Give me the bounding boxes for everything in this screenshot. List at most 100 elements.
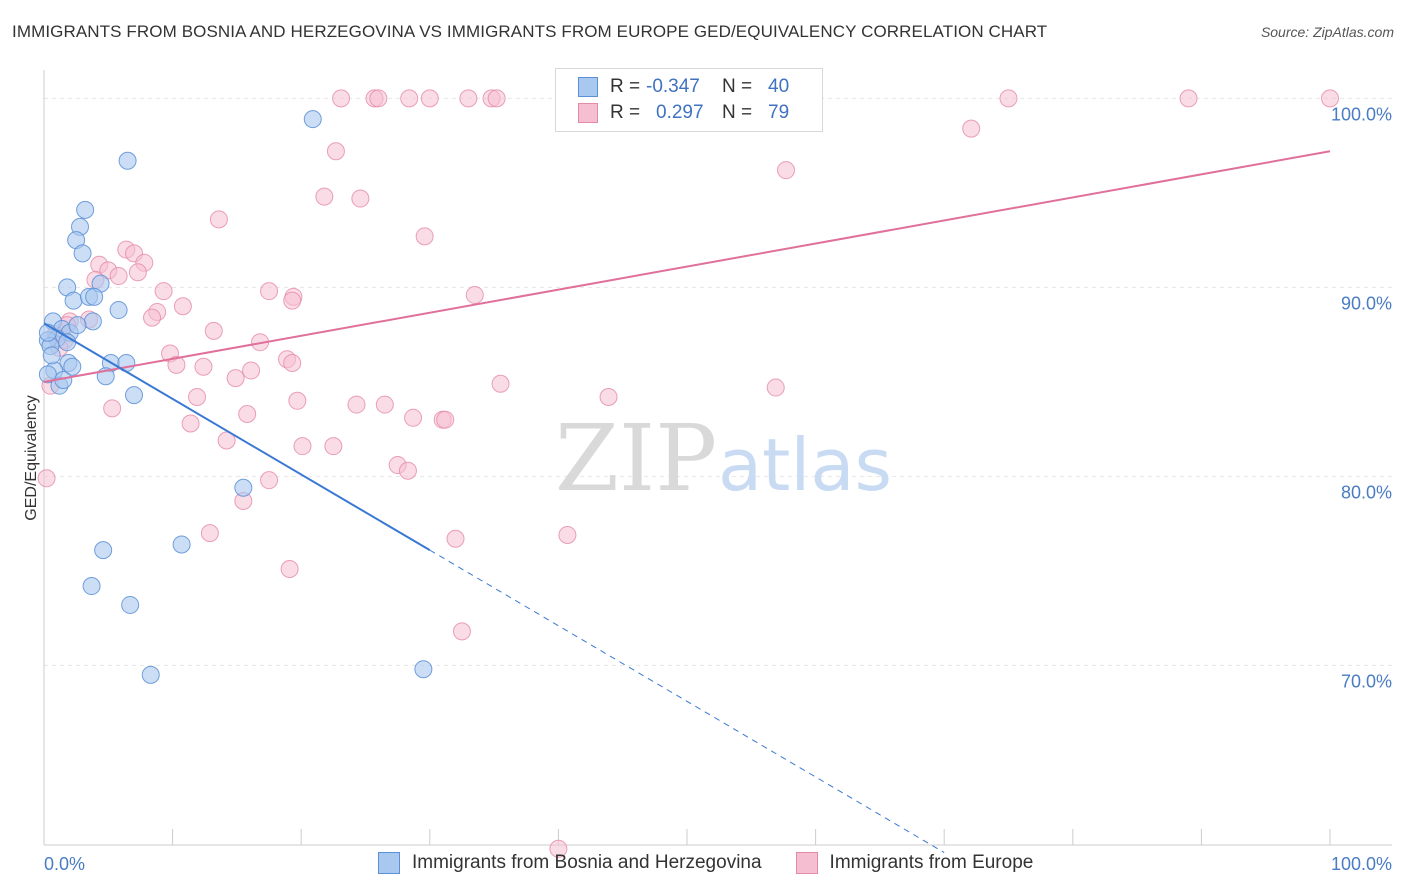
data-point-europe — [288, 391, 307, 410]
data-point-europe — [167, 355, 186, 374]
data-point-europe — [260, 282, 279, 301]
data-point-bosnia — [73, 244, 92, 263]
data-point-europe — [293, 437, 312, 456]
data-point-europe — [332, 89, 351, 108]
data-point-europe — [242, 361, 261, 380]
data-point-europe — [1321, 89, 1339, 108]
data-point-europe — [351, 189, 370, 208]
data-point-bosnia — [82, 577, 101, 596]
legend-row-pink: R = 0.297 N = 79 — [578, 100, 789, 126]
y-tick-label: 70.0% — [1341, 671, 1392, 691]
legend-r-value: 0.297 — [656, 102, 704, 123]
data-point-bosnia — [76, 200, 95, 219]
data-point-europe — [217, 431, 236, 450]
legend-swatch-bosnia — [378, 852, 400, 874]
data-point-europe — [283, 353, 302, 372]
data-point-bosnia — [38, 323, 57, 342]
blue-series-points — [38, 110, 433, 684]
data-point-europe — [549, 839, 568, 858]
data-point-europe — [326, 142, 345, 161]
data-point-europe — [415, 227, 434, 246]
legend-n-value: 79 — [768, 102, 790, 123]
legend-row-blue: R = -0.347 N = 40 — [578, 74, 789, 100]
data-point-europe — [226, 369, 245, 388]
data-point-bosnia — [109, 301, 128, 320]
data-point-bosnia — [141, 665, 160, 684]
data-point-europe — [452, 622, 471, 641]
source-credit: Source: ZipAtlas.com — [1260, 24, 1394, 40]
data-point-bosnia — [121, 595, 140, 614]
data-point-europe — [283, 291, 302, 310]
data-point-europe — [173, 297, 192, 316]
legend-item-europe: Immigrants from Europe — [795, 852, 1034, 874]
data-point-bosnia — [94, 541, 113, 560]
series-legend: Immigrants from Bosnia and Herzegovina I… — [378, 852, 1067, 874]
data-point-europe — [999, 89, 1018, 108]
data-point-europe — [209, 210, 228, 229]
data-point-europe — [324, 437, 343, 456]
data-point-europe — [459, 89, 478, 108]
trend-line-bosnia — [43, 322, 431, 551]
chart-title: IMMIGRANTS FROM BOSNIA AND HERZEGOVINA V… — [12, 22, 1048, 41]
watermark-zip: ZIP — [555, 405, 717, 512]
data-point-europe — [181, 414, 200, 433]
data-point-europe — [347, 395, 366, 414]
data-point-europe — [465, 285, 484, 304]
data-point-europe — [238, 405, 257, 424]
data-point-europe — [398, 461, 417, 480]
data-point-europe — [404, 408, 423, 427]
legend-r-value: -0.347 — [646, 76, 700, 97]
data-point-bosnia — [42, 346, 61, 365]
legend-swatch-europe — [795, 852, 818, 874]
legend-swatch-blue — [578, 77, 598, 97]
data-point-bosnia — [83, 312, 102, 331]
y-tick-label: 90.0% — [1341, 293, 1392, 313]
data-point-europe — [487, 89, 506, 108]
legend-r-label: R = — [610, 102, 641, 123]
data-point-bosnia — [85, 287, 104, 306]
data-point-bosnia — [303, 110, 322, 129]
data-point-europe — [375, 395, 394, 414]
data-point-europe — [154, 282, 173, 301]
legend-n-value: 40 — [768, 76, 790, 97]
data-point-europe — [37, 469, 56, 488]
data-point-europe — [777, 161, 796, 180]
data-point-europe — [143, 308, 162, 327]
watermark: ZIP atlas — [555, 405, 892, 512]
trend-line-bosnia-extension — [429, 549, 945, 853]
data-point-bosnia — [172, 535, 191, 554]
y-tick-label: 80.0% — [1341, 482, 1392, 502]
data-point-europe — [200, 524, 219, 543]
data-point-bosnia — [68, 316, 87, 335]
data-point-bosnia — [64, 291, 83, 310]
grid-lines — [44, 97, 1392, 666]
data-point-europe — [280, 560, 299, 579]
data-point-europe — [188, 388, 207, 407]
legend-n-label: N = — [722, 102, 753, 123]
data-point-bosnia — [234, 478, 253, 497]
legend-swatch-pink — [578, 103, 598, 123]
data-point-bosnia — [118, 151, 137, 170]
x-tick-label: 100.0% — [1331, 854, 1392, 874]
data-point-europe — [599, 388, 618, 407]
data-point-europe — [103, 399, 122, 418]
data-point-europe — [109, 267, 128, 286]
data-point-bosnia — [63, 357, 82, 376]
x-tick-label: 0.0% — [44, 854, 85, 874]
legend-label-bosnia: Immigrants from Bosnia and Herzegovina — [412, 852, 762, 873]
data-point-europe — [491, 374, 510, 393]
y-axis-label: GED/Equivalency — [23, 395, 40, 520]
data-point-europe — [420, 89, 439, 108]
data-point-europe — [436, 410, 455, 429]
data-point-europe — [766, 378, 785, 397]
data-point-europe — [1179, 89, 1198, 108]
data-point-bosnia — [414, 660, 433, 679]
stats-legend: R = -0.347 N = 40 R = 0.297 N = 79 — [555, 68, 823, 132]
trend-lines — [43, 150, 1331, 853]
legend-n-label: N = — [722, 76, 753, 97]
data-point-europe — [558, 526, 577, 544]
watermark-atlas: atlas — [718, 423, 892, 507]
legend-label-europe: Immigrants from Europe — [829, 852, 1034, 873]
legend-item-bosnia: Immigrants from Bosnia and Herzegovina — [378, 852, 762, 874]
